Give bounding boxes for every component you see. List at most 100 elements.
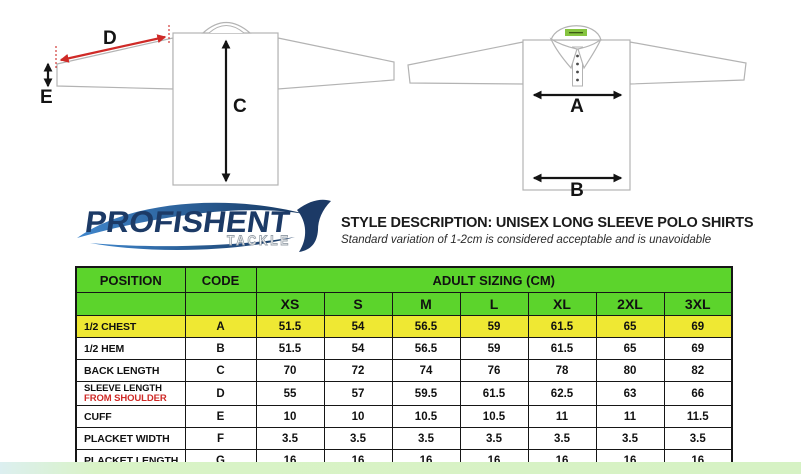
cell-value: 59 bbox=[459, 315, 529, 338]
row-label: 1/2 HEM bbox=[75, 337, 186, 360]
button-4 bbox=[576, 78, 579, 82]
measure-label-d: D bbox=[103, 28, 117, 49]
button-1 bbox=[576, 54, 579, 58]
cell-value: 65 bbox=[595, 315, 665, 338]
size-header-m: M bbox=[391, 292, 461, 316]
measure-label-a: A bbox=[570, 96, 584, 117]
cell-value: 61.5 bbox=[527, 315, 597, 338]
front-collar-left bbox=[549, 37, 578, 70]
cell-value: 63 bbox=[595, 381, 665, 406]
shirt-back-view: C D E bbox=[40, 21, 395, 186]
col-header-sizing: ADULT SIZING (CM) bbox=[255, 266, 733, 293]
cell-value: 72 bbox=[323, 359, 393, 382]
brand-logo: PROFISHENT TACKLE bbox=[77, 199, 331, 252]
cell-value: 78 bbox=[527, 359, 597, 382]
measure-label-c: C bbox=[233, 96, 247, 117]
row-code: A bbox=[184, 315, 257, 338]
style-note: Standard variation of 1-2cm is considere… bbox=[341, 234, 712, 246]
measure-arrow-d bbox=[59, 34, 167, 63]
logo-bottom-swoosh bbox=[90, 237, 295, 250]
size-header-l: L bbox=[459, 292, 529, 316]
cell-value: 10.5 bbox=[459, 405, 529, 428]
cell-value: 59.5 bbox=[391, 381, 461, 406]
cell-value: 54 bbox=[323, 315, 393, 338]
row-label-main: SLEEVE LENGTH bbox=[84, 382, 162, 394]
table-sizes-row: XS S M L XL 2XL 3XL bbox=[75, 292, 733, 316]
cell-value: 3.5 bbox=[595, 427, 665, 450]
row-label: 1/2 CHEST bbox=[75, 315, 186, 338]
table-row-chest: 1/2 CHEST A 51.5 54 56.5 59 61.5 65 69 bbox=[75, 315, 733, 338]
front-placket bbox=[572, 46, 583, 87]
back-collar-inner bbox=[208, 25, 245, 34]
measure-label-b: B bbox=[570, 180, 584, 201]
cell-value: 11.5 bbox=[663, 405, 733, 428]
cell-value: 82 bbox=[663, 359, 733, 382]
cell-value: 51.5 bbox=[255, 337, 325, 360]
row-label: CUFF bbox=[75, 405, 186, 428]
sizing-table: POSITION CODE ADULT SIZING (CM) XS S M L… bbox=[75, 266, 733, 473]
table-row-cuff: CUFF E 10 10 10.5 10.5 11 11 11.5 bbox=[75, 405, 733, 428]
cell-value: 76 bbox=[459, 359, 529, 382]
logo-top-swoosh bbox=[77, 202, 305, 238]
row-label: PLACKET WIDTH bbox=[75, 427, 186, 450]
cell-value: 65 bbox=[595, 337, 665, 360]
size-header-xs: XS bbox=[255, 292, 325, 316]
col-header-code: CODE bbox=[184, 266, 257, 293]
cell-value: 57 bbox=[323, 381, 393, 406]
footer-strip bbox=[0, 462, 801, 474]
cell-value: 10.5 bbox=[391, 405, 461, 428]
table-row-sleeve-length: SLEEVE LENGTH FROM SHOULDER D 55 57 59.5… bbox=[75, 381, 733, 406]
cell-value: 66 bbox=[663, 381, 733, 406]
size-header-s: S bbox=[323, 292, 393, 316]
logo-brand-text: PROFISHENT bbox=[83, 206, 292, 239]
cell-value: 3.5 bbox=[663, 427, 733, 450]
cell-value: 3.5 bbox=[459, 427, 529, 450]
style-description: STYLE DESCRIPTION: UNISEX LONG SLEEVE PO… bbox=[341, 215, 771, 246]
cell-value: 69 bbox=[663, 315, 733, 338]
header-empty-position bbox=[75, 292, 186, 316]
cell-value: 55 bbox=[255, 381, 325, 406]
front-collar-right bbox=[577, 38, 602, 70]
row-code: F bbox=[184, 427, 257, 450]
cell-value: 3.5 bbox=[255, 427, 325, 450]
row-code: B bbox=[184, 337, 257, 360]
shirt-diagrams: C D E A bbox=[40, 21, 747, 201]
cell-value: 10 bbox=[323, 405, 393, 428]
cell-value: 80 bbox=[595, 359, 665, 382]
cell-value: 61.5 bbox=[527, 337, 597, 360]
cell-value: 56.5 bbox=[391, 337, 461, 360]
measure-label-e: E bbox=[40, 87, 53, 108]
logo-sub-text: TACKLE bbox=[227, 233, 291, 248]
cell-value: 51.5 bbox=[255, 315, 325, 338]
cell-value: 59 bbox=[459, 337, 529, 360]
cell-value: 74 bbox=[391, 359, 461, 382]
cell-value: 3.5 bbox=[527, 427, 597, 450]
row-code: E bbox=[184, 405, 257, 428]
cell-value: 3.5 bbox=[323, 427, 393, 450]
size-header-2xl: 2XL bbox=[595, 292, 665, 316]
cell-value: 11 bbox=[527, 405, 597, 428]
neck-label-text-line bbox=[569, 32, 583, 34]
header-empty-code bbox=[184, 292, 257, 316]
front-right-sleeve bbox=[629, 41, 747, 85]
style-title: STYLE DESCRIPTION: UNISEX LONG SLEEVE PO… bbox=[341, 215, 754, 231]
row-code: D bbox=[184, 381, 257, 406]
col-header-position: POSITION bbox=[75, 266, 186, 293]
table-row-hem: 1/2 HEM B 51.5 54 56.5 59 61.5 65 69 bbox=[75, 337, 733, 360]
table-row-placket-width: PLACKET WIDTH F 3.5 3.5 3.5 3.5 3.5 3.5 … bbox=[75, 427, 733, 450]
row-label: SLEEVE LENGTH FROM SHOULDER bbox=[75, 381, 186, 406]
size-header-3xl: 3XL bbox=[663, 292, 733, 316]
cell-value: 69 bbox=[663, 337, 733, 360]
cell-value: 70 bbox=[255, 359, 325, 382]
row-code: C bbox=[184, 359, 257, 382]
table-header-row: POSITION CODE ADULT SIZING (CM) bbox=[75, 266, 733, 293]
cell-value: 56.5 bbox=[391, 315, 461, 338]
cell-value: 61.5 bbox=[459, 381, 529, 406]
cell-value: 54 bbox=[323, 337, 393, 360]
row-label: BACK LENGTH bbox=[75, 359, 186, 382]
back-right-sleeve bbox=[277, 37, 395, 90]
row-label-sub: FROM SHOULDER bbox=[84, 392, 167, 404]
size-header-xl: XL bbox=[527, 292, 597, 316]
front-left-sleeve bbox=[407, 41, 524, 85]
